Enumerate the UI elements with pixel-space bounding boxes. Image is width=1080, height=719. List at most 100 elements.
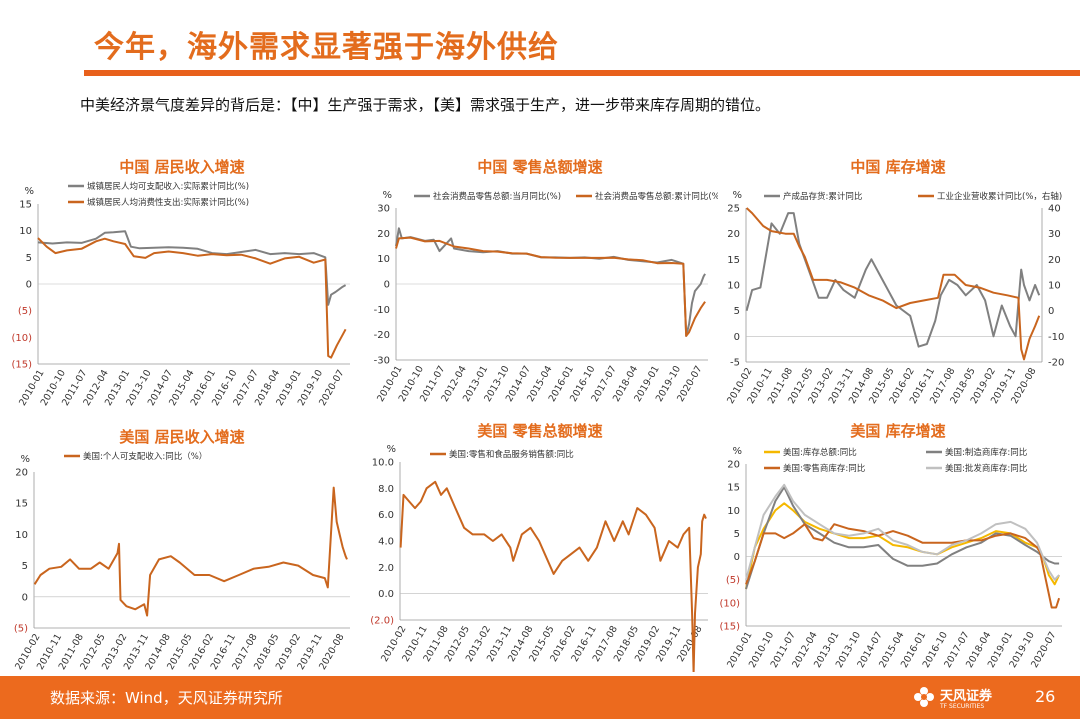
legend-label: 社会消费品零售总额:累计同比(%) [595,191,718,202]
y-tick-label: (15) [719,622,740,633]
y-tick-label: 0 [384,280,390,291]
y-tick-label: 0 [22,592,28,603]
y-tick-label: (15) [11,360,32,371]
chart-us-inventory: 美国 库存增速% 20 15 10 5 0 (5) (10) (15) 2010-01 2010-1… [716,414,1080,672]
y-tick-label: -10 [374,305,390,316]
y-tick-label: 4.0 [378,537,394,548]
legend-label: 美国:制造商库存:同比 [945,447,1027,458]
chart-title: 中国 居民收入增速 [119,158,244,176]
series-line [745,212,1041,348]
chart-svg: 中国 居民收入增速%151050(5)(10)(15)2010-012010-1… [11,158,350,408]
series-line [395,227,706,337]
y-tick-label: -20 [374,330,390,341]
chart-title: 美国 库存增速 [850,422,945,440]
logo-text: 天风证券 [940,689,993,704]
y-tick-label: 20 [377,229,390,240]
legend-label: 社会消费品零售总额:当月同比(%) [433,191,561,202]
y-tick-label: (5) [14,624,28,635]
y2-tick-label: 10 [1048,281,1061,292]
title-underline [84,70,1080,76]
series-line [745,502,1061,590]
chart-cn-inventory: 中国 库存增速% 25 20 15 10 5 0 -5 40 30 20 10 0 -10 -20 2010-… [716,150,1080,410]
logo-subtext: TF SECURITIES [940,703,985,710]
legend-label: 美国:个人可支配收入:同比（%） [83,451,207,462]
y-tick-label: 10 [19,226,32,237]
y-tick-label: 20 [15,468,28,479]
chart-svg: 美国 居民收入增速%20151050(5)2010-022010-112011-… [13,428,350,672]
y-tick-label: 20 [727,460,740,471]
y-tick-label: 15 [727,483,740,494]
chart-us-retail: 美国 零售总额增速% 10.0 8.0 6.0 4.0 2.0 0.0 (2.0) 2010-0… [362,414,718,672]
data-source: 数据来源：Wind，天风证券研究所 [50,689,283,707]
y-tick-label: 0 [734,332,740,343]
page-number: 26 [1035,687,1056,706]
legend-label: 工业企业营收累计同比(%，右轴) [937,191,1062,202]
y-tick-label: 5 [734,306,740,317]
series-line [33,486,348,617]
flower-logo-icon [914,687,934,707]
y-tick-label: -5 [730,358,740,369]
legend-label: 城镇居民人均可支配收入:实际累计同比(%) [87,181,249,192]
y-tick-label: 6.0 [378,510,394,521]
y-tick-label: 15 [19,200,32,211]
chart-title: 美国 居民收入增速 [119,428,244,446]
y-tick-label: 5 [734,529,740,540]
legend-label: 产成品存货:累计同比 [783,191,862,202]
series-line [745,207,1041,361]
y-tick-label: 2.0 [378,563,394,574]
unit-label: % [382,190,392,201]
series-line [37,237,347,359]
unit-label: % [24,186,34,197]
y-tick-label: 15 [15,499,28,510]
y2-tick-label: 20 [1048,255,1061,266]
chart-cn-retail: 中国 零售总额增速% 30 20 10 0 -10 -20 -30 2010-01 2010-10… [362,150,718,410]
chart-svg: 中国 零售总额增速%3020100-10-20-302010-012010-10… [374,158,718,404]
series-line [745,523,1061,609]
page-subtitle: 中美经济景气度差异的背后是：【中】生产强于需求，【美】需求强于生产，进一步带来库… [80,96,771,114]
y2-tick-label: 30 [1048,229,1061,240]
chart-cn-income: 中国 居民收入增速% 15 10 5 0 (5) (10) (15) 2010-01 2010-1… [4,150,360,410]
y-tick-label: 8.0 [378,484,394,495]
unit-label: % [732,190,742,201]
y-tick-label: 10 [377,254,390,265]
legend-label: 美国:零售商库存:同比 [783,463,865,474]
chart-title: 中国 库存增速 [850,158,945,176]
y2-tick-label: 0 [1048,306,1054,317]
y-tick-label: 30 [377,204,390,215]
legend-label: 美国:批发商库存:同比 [945,463,1027,474]
y-tick-label: 25 [727,204,740,215]
y-tick-label: 0.0 [378,589,394,600]
chart-svg: 美国 零售总额增速%10.08.06.04.02.00.0(2.0)2010-0… [370,422,708,672]
chart-us-income: 美国 居民收入增速% 20 15 10 5 0 (5) 2010-02 2010-11 2011-… [4,420,360,672]
chart-svg: 中国 库存增速%2520151050-5403020100-10-202010-… [725,158,1064,406]
series-line [745,483,1060,581]
y2-tick-label: 40 [1048,204,1061,215]
unit-label: % [386,444,396,455]
y-tick-label: 5 [22,561,28,572]
series-line [745,486,1060,590]
y-tick-label: 0 [26,280,32,291]
y2-tick-label: -10 [1048,332,1064,343]
series-line [395,236,706,337]
y-tick-label: 10.0 [372,458,394,469]
y-tick-label: 20 [727,229,740,240]
page-title: 今年，海外需求显著强于海外供给 [94,30,559,65]
series-line [399,480,707,672]
y-tick-label: 5 [26,253,32,264]
footer: 数据来源：Wind，天风证券研究所 天风证券 TF SECURITIES 26 [0,676,1080,719]
series-line [37,230,347,306]
y-tick-label: (10) [719,598,740,609]
chart-svg: 美国 库存增速%20151050(5)(10)(15)2010-012010-1… [719,422,1062,670]
y-tick-label: -30 [374,356,390,367]
y-tick-label: (2.0) [370,616,394,627]
y-tick-label: 10 [727,281,740,292]
unit-label: % [20,454,30,465]
y-tick-label: 10 [15,530,28,541]
header: 今年，海外需求显著强于海外供给 [0,0,1080,78]
y-tick-label: 10 [727,506,740,517]
brand-logo: 天风证券 TF SECURITIES [912,682,1012,714]
y-tick-label: 0 [734,552,740,563]
unit-label: % [732,446,742,457]
legend-label: 美国:零售和食品服务销售额:同比 [449,449,574,460]
chart-title: 中国 零售总额增速 [477,158,602,176]
